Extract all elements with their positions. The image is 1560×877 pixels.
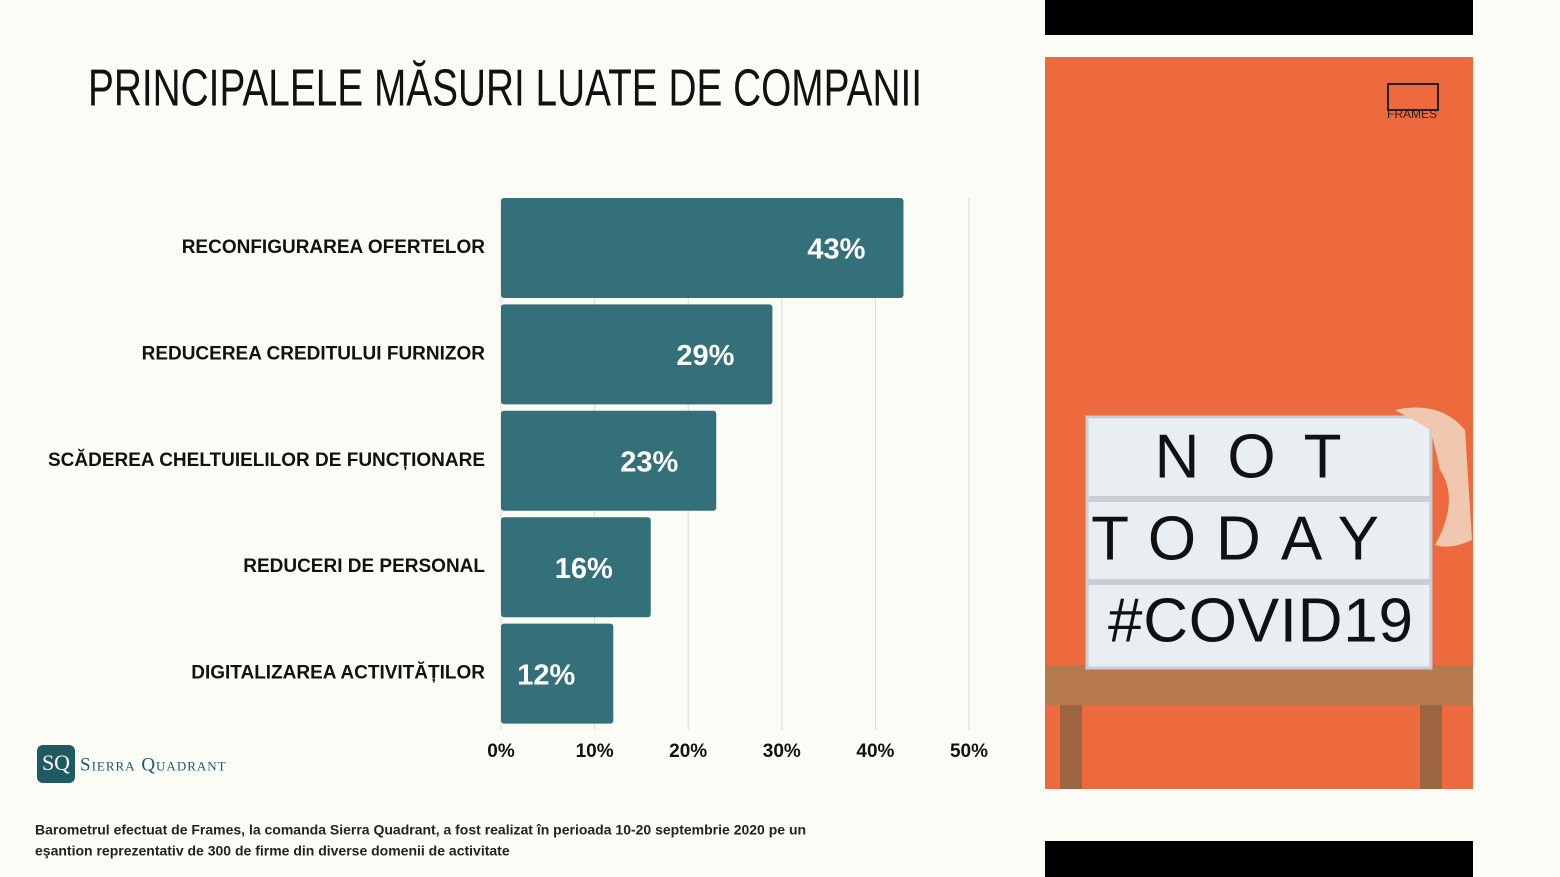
x-tick-label: 30% — [763, 741, 801, 762]
logo-initials: SQ — [42, 750, 70, 775]
value-label: 12% — [517, 659, 575, 691]
hand — [1395, 407, 1472, 547]
bar — [501, 410, 717, 511]
lightbox-text: NOT — [1155, 422, 1370, 491]
y-tick-label: SCĂDEREA CHELTUIELILOR DE FUNCȚIONARE — [48, 449, 485, 471]
bar — [501, 623, 614, 724]
value-label: 16% — [555, 553, 613, 585]
y-tick-label: DIGITALIZAREA ACTIVITĂȚILOR — [191, 662, 485, 684]
x-tick-label: 10% — [576, 741, 614, 762]
x-tick-label: 20% — [669, 741, 707, 762]
bar — [501, 517, 651, 618]
black-band — [1045, 841, 1473, 877]
lightbox-text: TODAY — [1091, 504, 1399, 573]
x-tick-label: 50% — [950, 741, 988, 762]
value-label: 43% — [807, 234, 865, 266]
logo: SQ Sierra Quadrant — [37, 745, 227, 783]
x-tick-label: 40% — [856, 741, 894, 762]
value-label: 23% — [620, 446, 678, 478]
brand-mark — [1387, 83, 1439, 111]
logo-name: Sierra Quadrant — [80, 754, 227, 775]
brand-name: FRAMES — [1387, 107, 1437, 121]
stool-top — [1045, 665, 1473, 705]
logo-mark — [37, 745, 75, 783]
footnote: Barometrul efectuat de Frames, la comand… — [35, 822, 806, 838]
value-label: 29% — [676, 340, 734, 372]
chart-title: PRINCIPALELE MĂSURI LUATE DE COMPANII — [88, 60, 922, 118]
lightbox-text: #COVID19 — [1108, 586, 1413, 655]
bar — [501, 198, 904, 298]
stool-leg — [1420, 705, 1442, 789]
stool-leg — [1060, 705, 1082, 789]
y-tick-label: RECONFIGURAREA OFERTELOR — [182, 237, 486, 258]
black-band — [1045, 0, 1473, 35]
y-tick-label: REDUCEREA CREDITULUI FURNIZOR — [142, 343, 486, 364]
x-tick-label: 0% — [487, 741, 515, 762]
bar — [501, 304, 773, 405]
footnote: eşantion reprezentativ de 300 de firme d… — [35, 843, 510, 859]
lightbox — [1085, 415, 1433, 670]
photo: NOT TODAY #COVID19 FRAMES — [1045, 0, 1473, 877]
y-tick-label: REDUCERI DE PERSONAL — [243, 556, 485, 577]
